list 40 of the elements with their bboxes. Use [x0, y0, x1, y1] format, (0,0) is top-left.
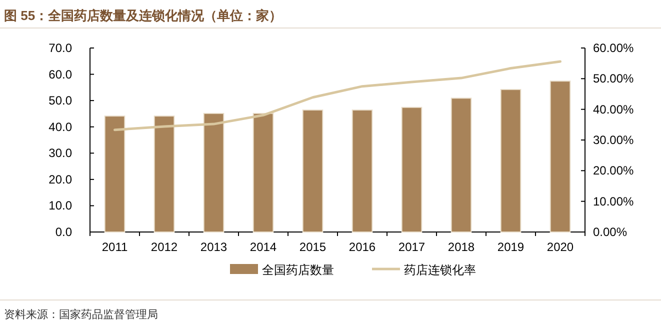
y2-tick-label: 10.00% — [593, 194, 634, 208]
x-tick-label: 2017 — [398, 240, 426, 254]
y2-tick-label: 50.00% — [593, 72, 634, 86]
y-tick-label: 10.0 — [48, 198, 72, 213]
y2-tick-label: 20.00% — [593, 164, 634, 178]
line-series — [114, 60, 562, 132]
y-tick-label: 60.0 — [48, 67, 72, 82]
bar — [252, 112, 274, 232]
y2-tick-label: 60.00% — [593, 41, 634, 55]
y-tick-label: 40.0 — [48, 120, 72, 134]
y2-tick-label: 40.00% — [593, 102, 634, 116]
x-tick-label: 2019 — [497, 240, 524, 254]
x-tick-label: 2018 — [448, 240, 475, 254]
y2-tick-label: 0.00% — [593, 225, 628, 239]
legend-label: 全国药店数量 — [262, 263, 334, 277]
y2-tick-label: 30.00% — [593, 133, 634, 147]
bar — [401, 106, 422, 232]
bar — [104, 116, 126, 232]
x-tick-label: 2016 — [348, 240, 376, 254]
bar — [352, 110, 373, 232]
bar — [203, 112, 224, 232]
y-tick-label: 30.0 — [48, 146, 72, 160]
bar — [302, 110, 324, 232]
x-tick-label: 2011 — [102, 240, 128, 254]
bar — [500, 89, 522, 232]
y-tick-label: 50.0 — [48, 94, 72, 108]
x-tick-label: 2015 — [299, 240, 326, 254]
x-tick-label: 2020 — [546, 240, 574, 254]
y-tick-label: 20.0 — [48, 172, 72, 186]
x-tick-label: 2013 — [200, 240, 228, 254]
x-tick-label: 2012 — [150, 240, 178, 254]
y-tick-label: 70.0 — [48, 41, 72, 55]
text: 资料来源：国家药品监督管理局 — [4, 308, 158, 321]
legend-label: 药店连锁化率 — [404, 263, 476, 277]
bar — [450, 98, 472, 232]
x-tick-label: 2014 — [250, 240, 277, 254]
bar — [550, 80, 571, 232]
y-tick-label: 0.0 — [55, 225, 72, 239]
chart-title: 图 55：全国药店数量及连锁化情况（单位：家） — [4, 8, 282, 23]
bar — [154, 116, 175, 232]
